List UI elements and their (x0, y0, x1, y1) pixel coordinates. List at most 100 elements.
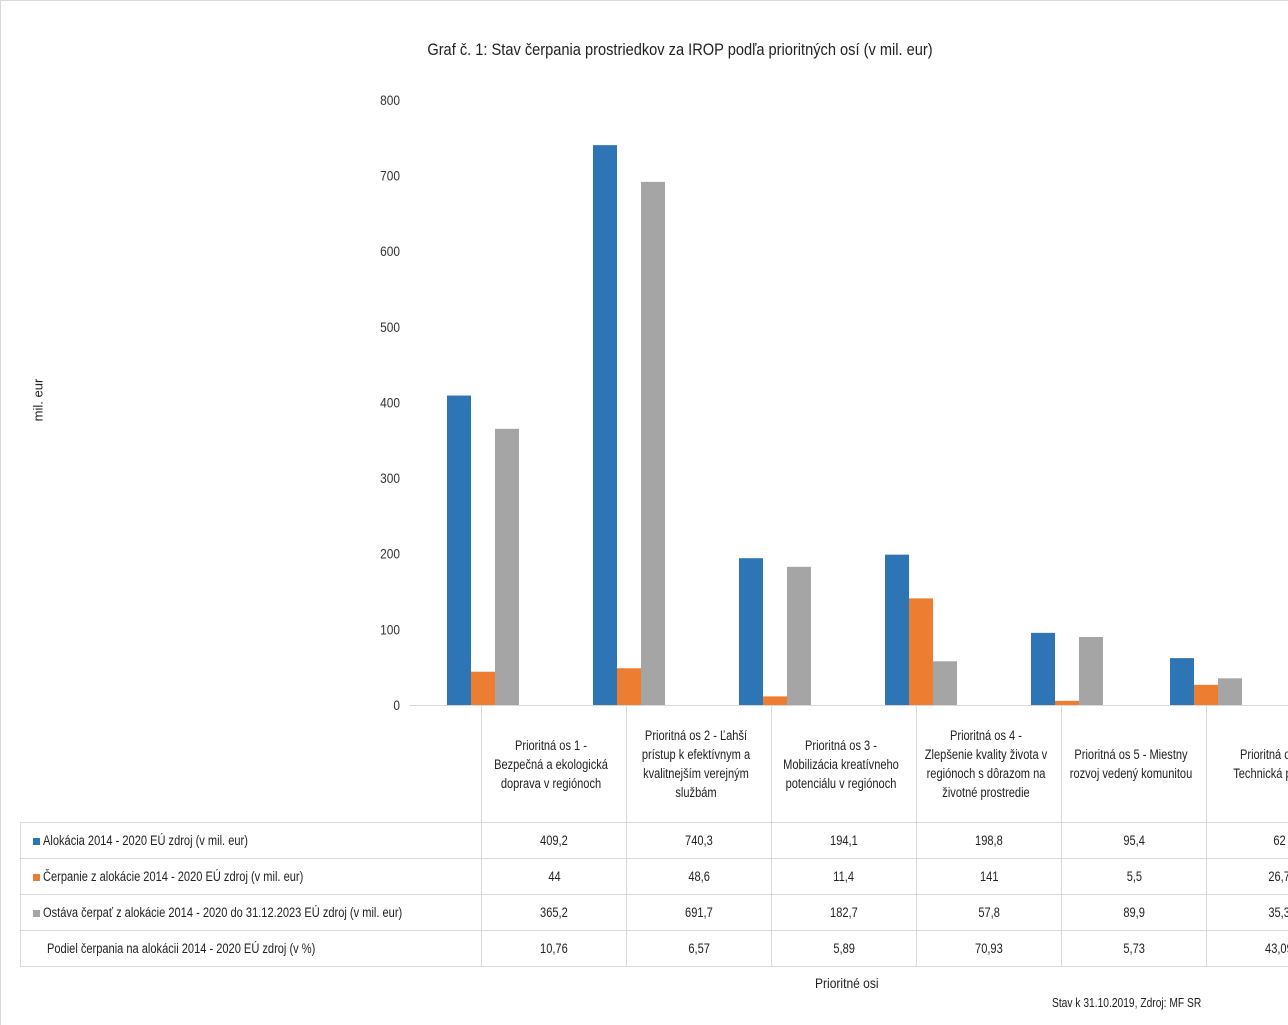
y-tick-label: 800 (380, 92, 400, 108)
data-label-text: 5,73 (1123, 941, 1145, 956)
bar-series-3-cat-1 (495, 428, 519, 705)
data-label: 5,73 (1061, 930, 1208, 967)
bar-series-1-cat-6 (1170, 658, 1194, 705)
frame-left-border (0, 0, 1, 1025)
category-label-text: Prioritná os 5 - Miestny rozvoj vedený k… (1069, 747, 1193, 781)
data-label: 26,7 (1206, 858, 1288, 895)
data-label-text: 48,6 (688, 869, 710, 884)
category-label: Prioritná os 6 - Technická pomoc (1206, 705, 1288, 823)
y-tick-label: 100 (380, 621, 400, 637)
data-label-text: 70,93 (975, 941, 1003, 956)
data-label: 44 (481, 858, 628, 895)
legend-entry: Ostáva čerpať z alokácie 2014 - 2020 do … (19, 894, 483, 931)
y-tick-label: 0 (393, 697, 400, 710)
table-row: Ostáva čerpať z alokácie 2014 - 2020 do … (19, 894, 1288, 931)
category-label: Prioritná os 2 - Ľahší prístup k efektív… (626, 705, 773, 823)
data-label-text: 57,8 (978, 905, 1000, 920)
data-label: 182,7 (771, 894, 918, 931)
data-label: 194,1 (771, 822, 918, 859)
legend-label: Čerpanie z alokácie 2014 - 2020 EÚ zdroj… (43, 869, 304, 884)
bar-series-3-cat-4 (933, 661, 957, 705)
data-label-text: 740,3 (685, 833, 713, 848)
bar-series-3-cat-5 (1079, 637, 1103, 705)
category-label-text: Prioritná os 4 - Zlepšenie kvality život… (924, 728, 1048, 800)
data-label-text: 62 (1272, 833, 1286, 848)
data-label-text: 35,3 (1268, 905, 1288, 920)
data-label: 5,5 (1061, 858, 1208, 895)
bar-series-1-cat-4 (885, 554, 909, 705)
data-label: 409,2 (481, 822, 628, 859)
data-label: 740,3 (626, 822, 773, 859)
legend-label: Ostáva čerpať z alokácie 2014 - 2020 do … (43, 905, 403, 920)
data-label: 141 (916, 858, 1063, 895)
data-label-text: 10,76 (540, 941, 568, 956)
data-label: 365,2 (481, 894, 628, 931)
table-row: Alokácia 2014 - 2020 EÚ zdroj (v mil. eu… (19, 822, 1288, 859)
y-tick-label: 300 (380, 470, 400, 486)
data-label: 70,93 (916, 930, 1063, 967)
category-label: Prioritná os 1 - Bezpečná a ekologická d… (481, 705, 628, 823)
category-label-text: Prioritná os 3 - Mobilizácia kreatívneho… (783, 737, 899, 791)
bar-series-2-cat-2 (617, 668, 641, 705)
bar-plot-area: 0 100 200 300 400 500 600 700 800 (380, 92, 1282, 710)
bar-series-1-cat-3 (739, 558, 763, 705)
data-label-text: 691,7 (685, 905, 713, 920)
data-label-text: 194,1 (830, 833, 858, 848)
category-label-text: Prioritná os 1 - Bezpečná a ekologická d… (494, 737, 608, 791)
bar-series-3-cat-2 (641, 181, 665, 706)
source-note: Stav k 31.10.2019, Zdroj: MF SR (1052, 996, 1202, 1010)
y-tick-label: 400 (380, 395, 400, 411)
category-label-text: Prioritná os 2 - Ľahší prístup k efektív… (641, 728, 751, 800)
frame-top-border (0, 0, 1288, 1)
data-label: 198,8 (916, 822, 1063, 859)
data-label: 35,3 (1206, 894, 1288, 931)
data-label: 62 (1206, 822, 1288, 859)
data-label: 57,8 (916, 894, 1063, 931)
category-label: Prioritná os 4 - Zlepšenie kvality život… (916, 705, 1063, 823)
data-label-text: 182,7 (830, 905, 858, 920)
data-label-text: 43,09 (1265, 941, 1288, 956)
data-label: 6,57 (626, 930, 773, 967)
data-label: 48,6 (626, 858, 773, 895)
y-tick-label: 200 (380, 546, 400, 562)
data-label: 5,89 (771, 930, 918, 967)
bar-series-3-cat-3 (787, 566, 811, 705)
data-label-text: 26,7 (1268, 869, 1288, 884)
data-label-text: 5,5 (1126, 869, 1142, 884)
legend-swatch (33, 909, 40, 917)
data-label-text: 409,2 (540, 833, 568, 848)
data-label: 43,09 (1206, 930, 1288, 967)
bar-series-3-cat-6 (1218, 678, 1242, 705)
bar-series-1-cat-1 (447, 395, 471, 705)
legend-entry: Čerpanie z alokácie 2014 - 2020 EÚ zdroj… (19, 858, 483, 895)
data-label-text: 6,57 (688, 941, 710, 956)
category-label: Prioritná os 3 - Mobilizácia kreatívneho… (771, 705, 918, 823)
bar-series-1-cat-5 (1031, 632, 1055, 705)
bar-series-2-cat-4 (909, 598, 933, 705)
data-label-text: 365,2 (540, 905, 568, 920)
data-label-text: 198,8 (975, 833, 1003, 848)
bar-series-1-cat-2 (593, 145, 617, 705)
data-label-text: 5,89 (833, 941, 855, 956)
bar-series-2-cat-6 (1194, 684, 1218, 705)
legend-swatch (33, 837, 40, 845)
category-label-text: Prioritná os 6 - Technická pomoc (1233, 747, 1288, 781)
y-tick-label: 500 (380, 319, 400, 335)
bar-series-2-cat-3 (763, 696, 787, 705)
data-label-text: 95,4 (1123, 833, 1145, 848)
bar-series-2-cat-5 (1055, 700, 1079, 705)
legend-entry: Alokácia 2014 - 2020 EÚ zdroj (v mil. eu… (19, 822, 483, 859)
data-label-text: 44 (547, 869, 561, 884)
data-label: 691,7 (626, 894, 773, 931)
legend-entry: Podiel čerpania na alokácii 2014 - 2020 … (19, 930, 483, 967)
category-label: Prioritná os 5 - Miestny rozvoj vedený k… (1061, 705, 1208, 823)
table-row: Čerpanie z alokácie 2014 - 2020 EÚ zdroj… (19, 858, 1288, 895)
data-label-text: 11,4 (833, 869, 855, 884)
chart-title: Graf č. 1: Stav čerpania prostriedkov za… (427, 40, 933, 59)
legend-label: Podiel čerpania na alokácii 2014 - 2020 … (47, 941, 316, 956)
data-label: 95,4 (1061, 822, 1208, 859)
data-label: 10,76 (481, 930, 628, 967)
data-table: Prioritná os 1 - Bezpečná a ekologická d… (19, 705, 1288, 967)
table-row: Podiel čerpania na alokácii 2014 - 2020 … (19, 930, 1288, 967)
